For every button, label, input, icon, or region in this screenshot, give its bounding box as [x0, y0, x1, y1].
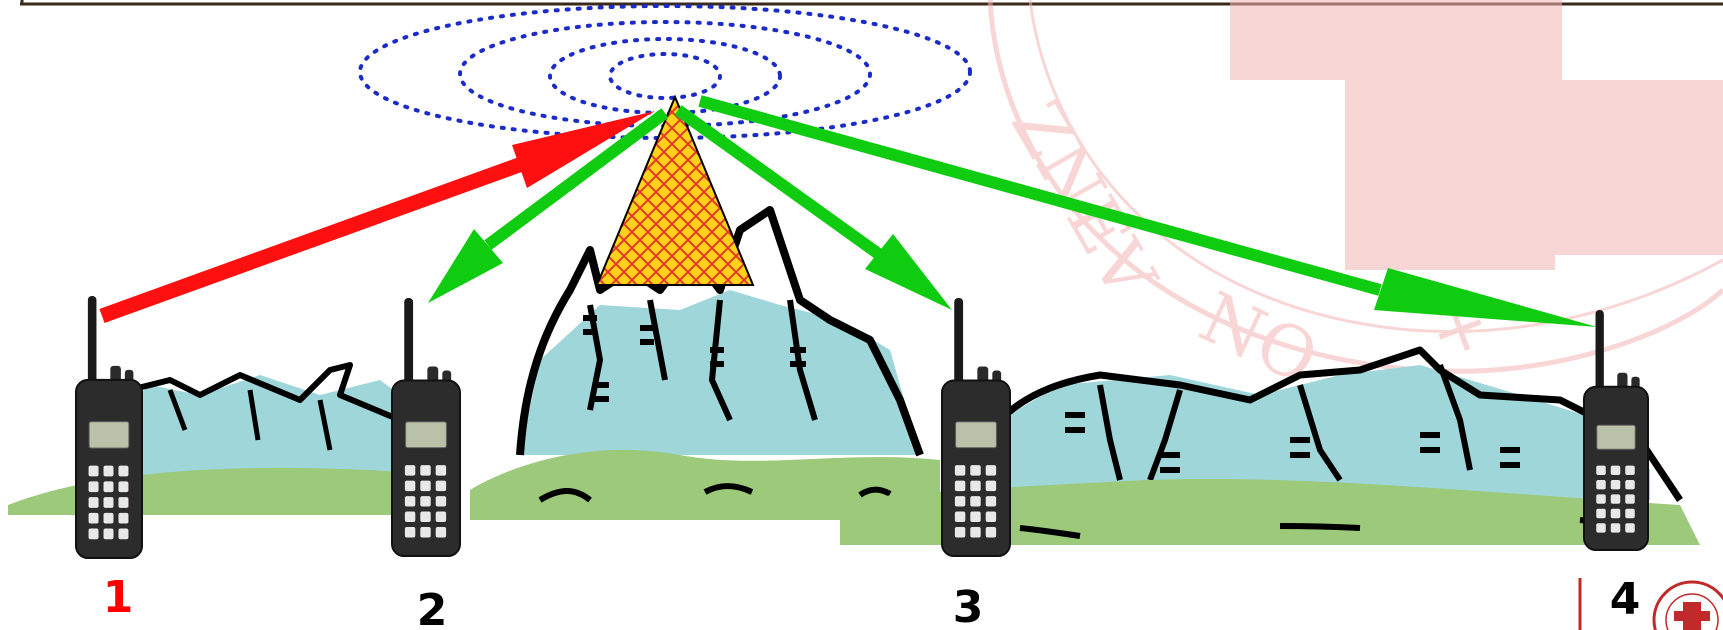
radio-label-2: 2 — [417, 585, 448, 630]
radio-label-4: 4 — [1610, 574, 1641, 625]
repeater-tower-icon — [595, 94, 755, 286]
downlink-arrow-radio-2 — [428, 108, 669, 303]
right-hills — [840, 346, 1700, 545]
handheld-radio-4-icon — [1583, 310, 1649, 551]
red-cross-watermark-icon: ZNEV NO + — [987, 0, 1723, 401]
handheld-radio-3-icon — [941, 298, 1011, 557]
handheld-radio-2-icon — [391, 298, 461, 557]
uplink-arrow — [99, 111, 655, 324]
radio-labels: 1 2 3 4 — [103, 572, 1641, 630]
svg-text:ZNEV: ZNEV — [995, 88, 1173, 313]
handheld-radio-1-icon — [75, 296, 143, 559]
left-hills — [8, 362, 440, 515]
handheld-radios — [75, 296, 1649, 559]
central-mountain — [470, 206, 940, 520]
downlink-arrow-radio-4 — [698, 95, 1597, 327]
radio-label-1: 1 — [103, 572, 134, 623]
geneva-seal-icon — [1578, 578, 1723, 630]
radio-label-3: 3 — [953, 582, 984, 630]
svg-text:NO: NO — [1188, 276, 1330, 400]
downlink-arrow-radio-3 — [674, 105, 952, 310]
